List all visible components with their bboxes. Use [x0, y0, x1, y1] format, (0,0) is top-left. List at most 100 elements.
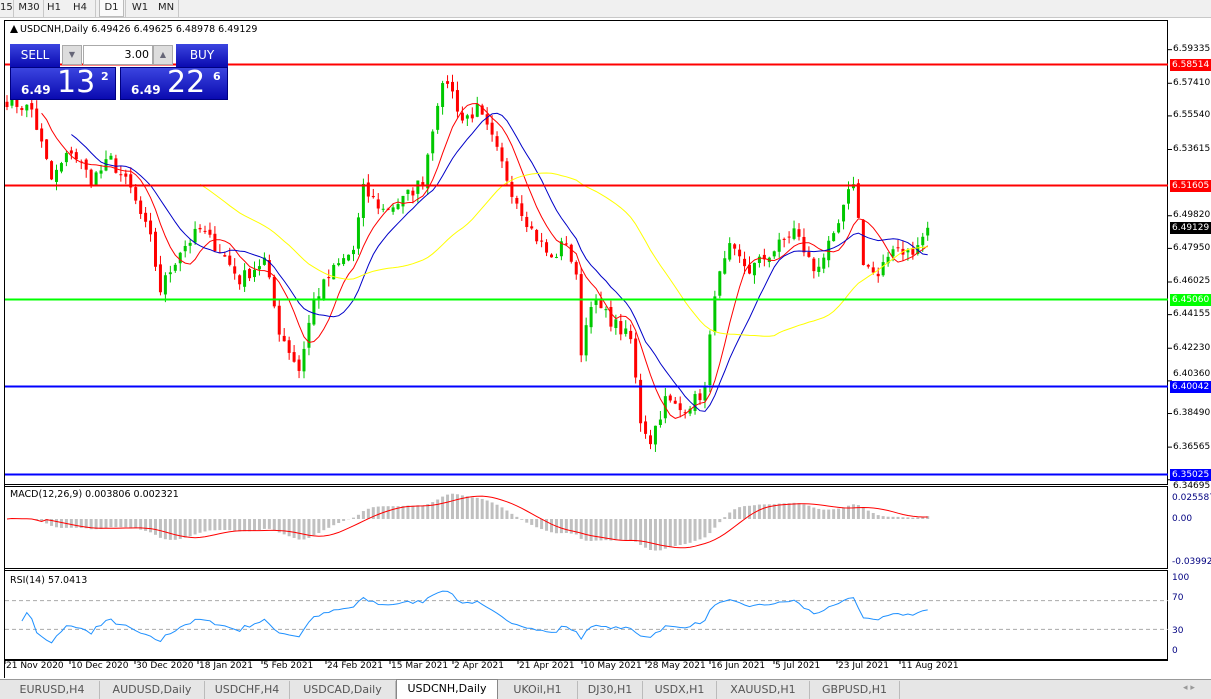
tab-dj30-h1[interactable]: DJ30,H1: [578, 681, 643, 699]
price-tick-label: 6.36565: [1173, 441, 1211, 452]
candle-body: [921, 236, 925, 246]
tab-gbpusd-h1[interactable]: GBPUSD,H1: [810, 681, 900, 699]
price-tick-label: 6.40360: [1173, 369, 1211, 379]
date-label: 24 Feb 2021: [327, 661, 384, 671]
candle-body: [168, 272, 172, 275]
lot-increase-button[interactable]: ▲: [153, 45, 173, 65]
lot-decrease-button[interactable]: ▼: [62, 45, 82, 65]
candle-body: [84, 159, 88, 170]
candle-body: [50, 161, 54, 180]
date-label: 23 Jul 2021: [838, 661, 889, 671]
candle-body: [446, 81, 450, 84]
date-label: 16 Jun 2021: [711, 661, 766, 671]
tab-usdcad-daily[interactable]: USDCAD,Daily: [290, 681, 396, 699]
candle-body: [594, 299, 598, 305]
candle-body: [683, 412, 687, 414]
candle-body: [5, 101, 9, 108]
candle-body: [644, 421, 648, 434]
buy-price-fraction: 6: [213, 70, 221, 83]
timeframe-w1[interactable]: W1: [131, 2, 149, 13]
candle-body: [480, 105, 484, 115]
candle-body: [470, 114, 474, 119]
candle-body: [762, 254, 766, 260]
rsi-label: RSI(14) 57.0413: [10, 575, 88, 586]
candle-body: [119, 174, 123, 176]
macd-label: MACD(12,26,9) 0.003806 0.002321: [10, 489, 179, 500]
candle-body: [673, 400, 677, 404]
chart-title: USDCNH,Daily 6.49426 6.49625 6.48978 6.4…: [20, 24, 258, 35]
candle-body: [193, 228, 197, 243]
candle-body: [45, 139, 49, 159]
candle-body: [520, 203, 524, 217]
candle-body: [352, 249, 355, 255]
tab-usdchf-h4[interactable]: USDCHF,H4: [205, 681, 290, 699]
candle-body: [178, 252, 182, 264]
tab-scroll-arrows[interactable]: ◂ ▸: [1183, 683, 1195, 693]
candle-body: [297, 359, 301, 371]
price-tick-label: 6.46025: [1173, 276, 1211, 287]
candle-body: [381, 208, 385, 210]
candle-body: [69, 150, 73, 154]
candle-body: [911, 248, 915, 255]
candle-body: [312, 298, 316, 325]
tab-xauusd-h1[interactable]: XAUUSD,H1: [717, 681, 810, 699]
candle-body: [223, 255, 227, 257]
candle-body: [208, 229, 212, 235]
candle-body: [257, 266, 261, 270]
candle-body: [233, 266, 237, 274]
candle-body: [540, 240, 544, 242]
candle-body: [465, 115, 469, 119]
candle-body: [515, 197, 519, 204]
price-tick-label: 6.42230: [1173, 342, 1211, 353]
candle-body: [584, 325, 588, 356]
lot-size-input[interactable]: 3.00: [83, 45, 153, 65]
buy-price[interactable]: 6.49 22 6: [120, 65, 228, 100]
tab-usdx-h1[interactable]: USDX,H1: [643, 681, 717, 699]
candle-body: [797, 229, 801, 237]
sell-button[interactable]: SELL: [10, 44, 60, 67]
date-label: 28 May 2021: [647, 661, 706, 671]
sell-price[interactable]: 6.49 13 2: [10, 66, 116, 100]
timeframe-mn[interactable]: MN: [157, 2, 175, 13]
candle-body: [861, 219, 865, 266]
tab-usdcnh-daily[interactable]: USDCNH,Daily: [396, 679, 498, 699]
candle-body: [262, 257, 266, 265]
timeframe-15[interactable]: 15: [0, 2, 13, 13]
candle-body: [74, 152, 78, 160]
timeframe-d1[interactable]: D1: [99, 0, 124, 17]
buy-button[interactable]: BUY: [176, 44, 228, 67]
toolbar-separator: [43, 0, 44, 17]
candle-body: [163, 275, 167, 295]
candle-body: [35, 108, 39, 130]
candle-body: [510, 182, 514, 197]
candle-body: [183, 245, 187, 252]
candle-body: [490, 122, 494, 135]
tab-audusd-daily[interactable]: AUDUSD,Daily: [100, 681, 205, 699]
timeframe-h1[interactable]: H1: [47, 2, 61, 13]
candle-body: [267, 259, 271, 278]
candle-body: [451, 81, 454, 92]
candle-body: [376, 199, 380, 209]
candle-body: [822, 257, 826, 269]
candle-body: [356, 217, 360, 249]
candle-body: [366, 182, 370, 197]
candle-body: [693, 394, 697, 411]
candle-body: [757, 256, 761, 263]
candle-body: [416, 180, 420, 194]
tab-ukoil-h1[interactable]: UKOil,H1: [498, 681, 578, 699]
tab-eurusd-h4[interactable]: EURUSD,H4: [5, 681, 100, 699]
timeframe-m30[interactable]: M30: [18, 2, 40, 13]
candle-body: [505, 161, 509, 181]
macd-panel-border: [4, 486, 1168, 569]
candle-body: [866, 264, 870, 267]
timeframe-h4[interactable]: H4: [73, 2, 87, 13]
candle-body: [777, 239, 781, 252]
candle-body: [431, 131, 435, 154]
buy-price-pips: 22: [167, 65, 206, 100]
candle-body: [891, 249, 895, 257]
candle-body: [782, 238, 786, 240]
date-label: 5 Jul 2021: [775, 661, 821, 671]
hline-price-label: 6.45060: [1170, 293, 1211, 306]
candle-body: [287, 340, 291, 353]
